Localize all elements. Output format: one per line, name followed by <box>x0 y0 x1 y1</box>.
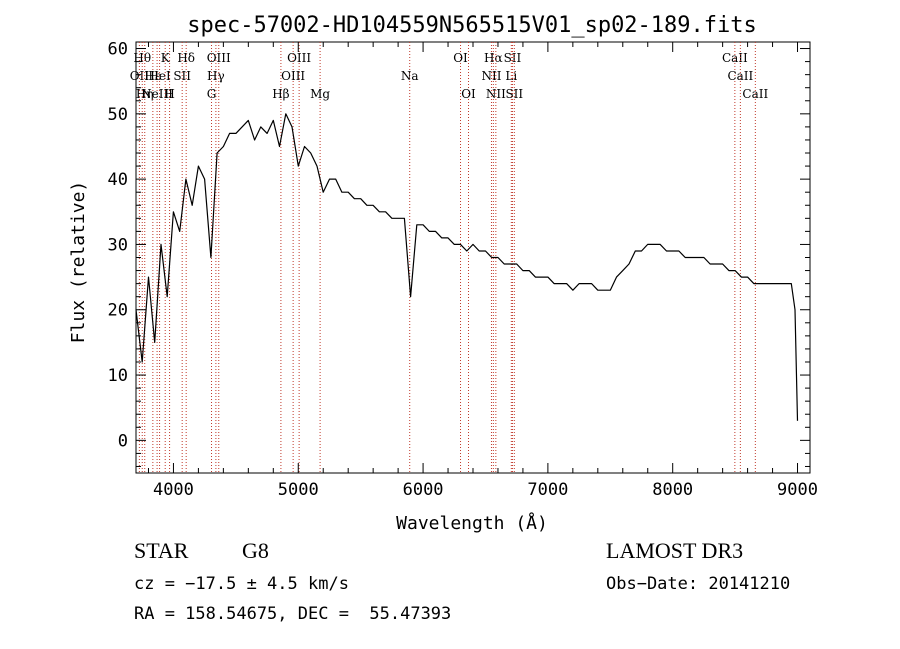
spectrum-series-line <box>135 113 799 421</box>
object-subclass: G8 <box>242 538 269 563</box>
line-label-25: SII <box>505 87 523 101</box>
line-label-18: OI <box>453 51 468 65</box>
x-axis-label: Wavelength (Å) <box>396 512 548 534</box>
line-label-21: Hα <box>484 51 503 65</box>
x-tick-label-9000: 9000 <box>777 480 818 500</box>
line-label-6: K <box>161 51 171 65</box>
y-tick-label-0: 0 <box>118 431 128 451</box>
line-label-11: Hγ <box>207 69 225 83</box>
line-label-16: Mg <box>310 87 330 101</box>
x-tick-label-7000: 7000 <box>527 480 568 500</box>
y-tick-label-40: 40 <box>108 170 128 190</box>
survey-name: LAMOST DR3 <box>606 538 744 563</box>
y-tick-label-50: 50 <box>108 105 128 125</box>
line-label-5: HeI <box>148 69 171 83</box>
line-label-15: OIII <box>287 51 311 65</box>
object-class: STAR <box>134 538 189 563</box>
line-label-20: NII <box>481 69 501 83</box>
line-label-12: OIII <box>207 51 231 65</box>
x-tick-label-4000: 4000 <box>153 480 194 500</box>
x-tick-label-5000: 5000 <box>278 480 319 500</box>
line-label-13: Hβ <box>272 87 289 101</box>
line-label-19: OI <box>461 87 476 101</box>
redshift-readout: cz = −17.5 ± 4.5 km/s <box>134 574 349 594</box>
y-tick-label-10: 10 <box>108 366 128 386</box>
plot-frame <box>135 41 811 474</box>
line-label-9: Hδ <box>177 51 195 65</box>
line-label-2: Hη <box>136 87 154 101</box>
y-axis-label: Flux (relative) <box>68 181 89 344</box>
line-label-8: SII <box>173 69 191 83</box>
x-tick-label-6000: 6000 <box>403 480 444 500</box>
line-label-24: SII <box>504 51 522 65</box>
y-tick-label-20: 20 <box>108 301 128 321</box>
line-label-26: CaII <box>722 51 748 65</box>
obs-date: Obs−Date: 20141210 <box>606 574 791 594</box>
line-label-22: NII <box>486 87 506 101</box>
line-label-17: Na <box>401 69 419 83</box>
line-label-14: OIII <box>281 69 305 83</box>
chart-title: spec-57002-HD104559N565515V01_sp02-189.f… <box>187 13 757 38</box>
y-tick-label-60: 60 <box>108 40 128 60</box>
line-label-1: Hθ <box>133 51 151 65</box>
line-label-7: H <box>164 87 174 101</box>
line-label-23: Li <box>505 69 517 83</box>
line-label-10: G <box>207 87 217 101</box>
x-tick-label-8000: 8000 <box>652 480 693 500</box>
y-tick-label-30: 30 <box>108 235 128 255</box>
coordinates: RA = 158.54675, DEC = 55.47393 <box>134 604 452 624</box>
line-label-27: CaII <box>727 69 753 83</box>
plot-area: OIIHθHηHεNeIIIHeIKHSIIHδGHγOIIIHβOIIIOII… <box>108 40 818 500</box>
line-label-28: CaII <box>742 87 768 101</box>
